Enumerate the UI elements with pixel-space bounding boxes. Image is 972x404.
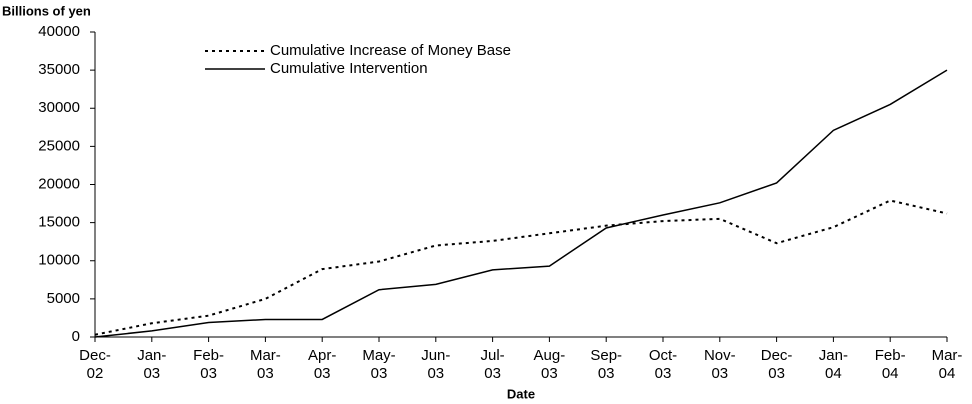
x-tick-label: Sep-03 — [590, 347, 623, 382]
legend-label: Cumulative Intervention — [270, 60, 428, 77]
y-tick-label: 30000 — [38, 99, 80, 116]
y-tick-label: 35000 — [38, 61, 80, 78]
y-tick-label: 20000 — [38, 175, 80, 192]
x-tick-label: Jan-03 — [137, 347, 167, 382]
x-tick-label: Jul-03 — [480, 347, 505, 382]
x-tick-label: Mar-04 — [931, 347, 963, 382]
x-tick-label: Mar-03 — [249, 347, 281, 382]
y-axis-label: Billions of yen — [2, 3, 91, 18]
x-tick-label: Oct-03 — [648, 347, 678, 382]
x-tick-label: Feb-03 — [193, 347, 225, 382]
x-axis-label: Date — [507, 386, 535, 401]
y-tick-label: 10000 — [38, 252, 80, 269]
line-series — [94, 69, 948, 338]
y-tick-label: 5000 — [47, 290, 80, 307]
x-tick-label: Dec-02 — [79, 347, 111, 382]
y-tick-label: 25000 — [38, 137, 80, 154]
y-tick-label: 40000 — [38, 23, 80, 40]
x-tick-label: Feb-04 — [874, 347, 906, 382]
x-tick-label: May-03 — [362, 347, 396, 382]
legend-label: Cumulative Increase of Money Base — [270, 42, 511, 59]
y-tick-label: 15000 — [38, 214, 80, 231]
x-tick-label: Nov-03 — [703, 347, 736, 382]
x-tick-label: Aug-03 — [533, 347, 566, 382]
x-tick-label: Dec-03 — [760, 347, 793, 382]
x-tick-label: Jan-04 — [818, 347, 848, 382]
x-tick-label: Jun-03 — [421, 347, 451, 382]
x-tick-label: Apr-03 — [308, 347, 337, 382]
y-tick-label: 0 — [72, 328, 80, 345]
